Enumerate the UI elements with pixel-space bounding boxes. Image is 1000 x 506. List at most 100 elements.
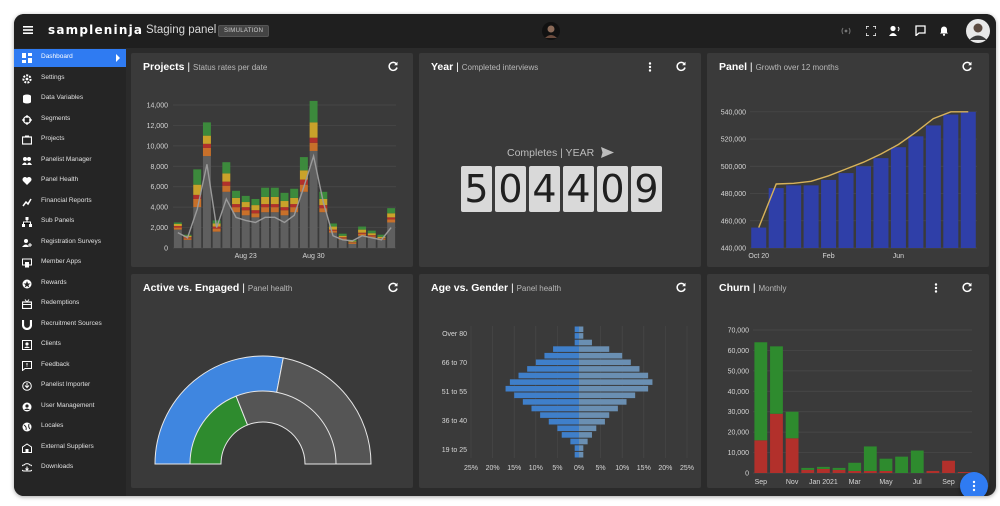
sidebar-item-projects[interactable]: Projects [14,131,126,149]
counter-digit: 0 [495,166,526,212]
user-avatar[interactable] [966,19,990,43]
male-bar [574,326,579,333]
sidebar-item-label: Recruitment Sources [41,319,102,327]
bar-segment [261,196,270,205]
sidebar-item-label: Feedback [41,360,70,368]
center-avatar[interactable] [542,22,560,40]
sidebar-item-financial-reports[interactable]: Financial Reports [14,193,126,211]
refresh-icon[interactable] [961,61,973,73]
sidebar-item-settings[interactable]: Settings [14,70,126,88]
star-icon [22,279,32,288]
sidebar-item-label: Dashboard [41,53,73,60]
bar-segment [193,169,202,185]
sidebar-item-feedback[interactable]: Feedback [14,357,126,375]
churn-bar [848,470,862,473]
more-vert-icon[interactable] [930,282,942,294]
refresh-icon[interactable] [387,282,399,294]
x-tick-label: Aug 23 [235,253,257,260]
churn-card: Churn | Monthly 0 10,000 20,000 30,000 40,00… [707,274,989,488]
panel-growth-chart: 440,000 460,000 480,000 500,000 520,000 540,0… [721,109,977,260]
import-icon [22,381,32,391]
y-tick-label: 20,000 [728,430,750,437]
sidebar-item-registration-surveys[interactable]: Registration Surveys [14,234,126,252]
bar-segment [309,122,318,138]
sidebar-item-locales[interactable]: Locales [14,418,126,436]
bar-segment [338,235,347,238]
database-icon [23,94,31,104]
female-bar [579,366,640,372]
churn-bar [785,411,799,439]
refresh-icon[interactable] [961,282,973,294]
churn-bar [785,438,799,473]
bar-segment [367,230,376,234]
sidebar-item-segments[interactable]: Segments [14,111,126,129]
chevron-right-icon [116,54,120,62]
fullscreen-icon[interactable] [866,26,876,36]
bar-segment [299,191,308,248]
x-tick-label: 25% [464,465,478,472]
sidebar-item-panel-health[interactable]: Panel Health [14,172,126,190]
bar-segment [329,229,337,231]
sidebar-item-downloads[interactable]: Downloads [14,459,126,477]
bar-segment [309,100,318,123]
sidebar-item-rewards[interactable]: Rewards [14,275,126,293]
more-vert-icon[interactable] [644,61,656,73]
x-tick-label: 5% [552,465,562,472]
bar-segment [280,215,289,248]
y-tick-label: 40,000 [728,389,750,396]
voice-icon[interactable] [889,25,901,36]
bar-segment [387,217,396,220]
bar-segment [232,212,240,248]
broadcast-icon[interactable] [840,26,852,36]
bar-segment [338,233,347,236]
sidebar-item-sub-panels[interactable]: Sub Panels [14,213,126,231]
bar-segment [338,239,347,248]
bar-segment [251,210,260,214]
x-tick-label: Jun [893,253,904,260]
year-title: Year [431,61,454,73]
feedback-icon [22,360,32,371]
y-tick-label: 4,000 [150,205,168,212]
active-engaged-card: Active vs. Engaged | Panel health [131,274,413,488]
bar-segment [358,232,367,234]
female-bar [579,326,584,333]
fab-more-button[interactable] [960,472,988,496]
bar-segment [290,188,299,198]
bell-icon[interactable] [939,25,949,36]
panel-growth-subtitle: Growth over 12 months [755,63,839,72]
bar-segment [232,190,240,198]
simulation-badge: SIMULATION [218,25,270,37]
sidebar-item-data-variables[interactable]: Data Variables [14,90,126,108]
bar-segment [251,198,260,206]
sidebar-item-label: Projects [41,135,65,142]
bar-segment [202,147,211,157]
churn-bar [832,469,846,473]
chat-icon[interactable] [915,25,926,36]
refresh-icon[interactable] [387,61,399,73]
sidebar-item-member-apps[interactable]: Member Apps [14,254,126,272]
male-bar [553,346,579,352]
sidebar-item-dashboard[interactable]: Dashboard [14,49,126,67]
male-bar [514,392,579,399]
sidebar-item-panelist-importer[interactable]: Panelist Importer [14,377,126,395]
sidebar-item-recruitment-sources[interactable]: Recruitment Sources [14,316,126,334]
menu-icon[interactable] [23,25,33,35]
x-tick-label: May [879,479,893,486]
sidebar-item-clients[interactable]: Clients [14,336,126,354]
dashboard-window: sampleninja Staging panel SIMULATION Das… [14,14,996,496]
sidebar-item-user-management[interactable]: User Management [14,398,126,416]
refresh-icon[interactable] [675,61,687,73]
age-group-label: Over 80 [442,331,467,338]
age-gender-title: Age vs. Gender [431,282,509,294]
refresh-icon[interactable] [675,282,687,294]
brand-logo[interactable]: sampleninja [48,23,144,37]
sidebar-item-panelist-manager[interactable]: Panelist Manager [14,152,126,170]
sidebar-item-external-suppliers[interactable]: External Suppliers [14,439,126,457]
x-tick-label: 5% [596,465,606,472]
sidebar-item-redemptions[interactable]: Redemptions [14,295,126,313]
female-bar [579,352,623,359]
bar-segment [202,143,211,148]
churn-bar [770,346,783,414]
age-group-label: 51 to 55 [442,389,467,396]
